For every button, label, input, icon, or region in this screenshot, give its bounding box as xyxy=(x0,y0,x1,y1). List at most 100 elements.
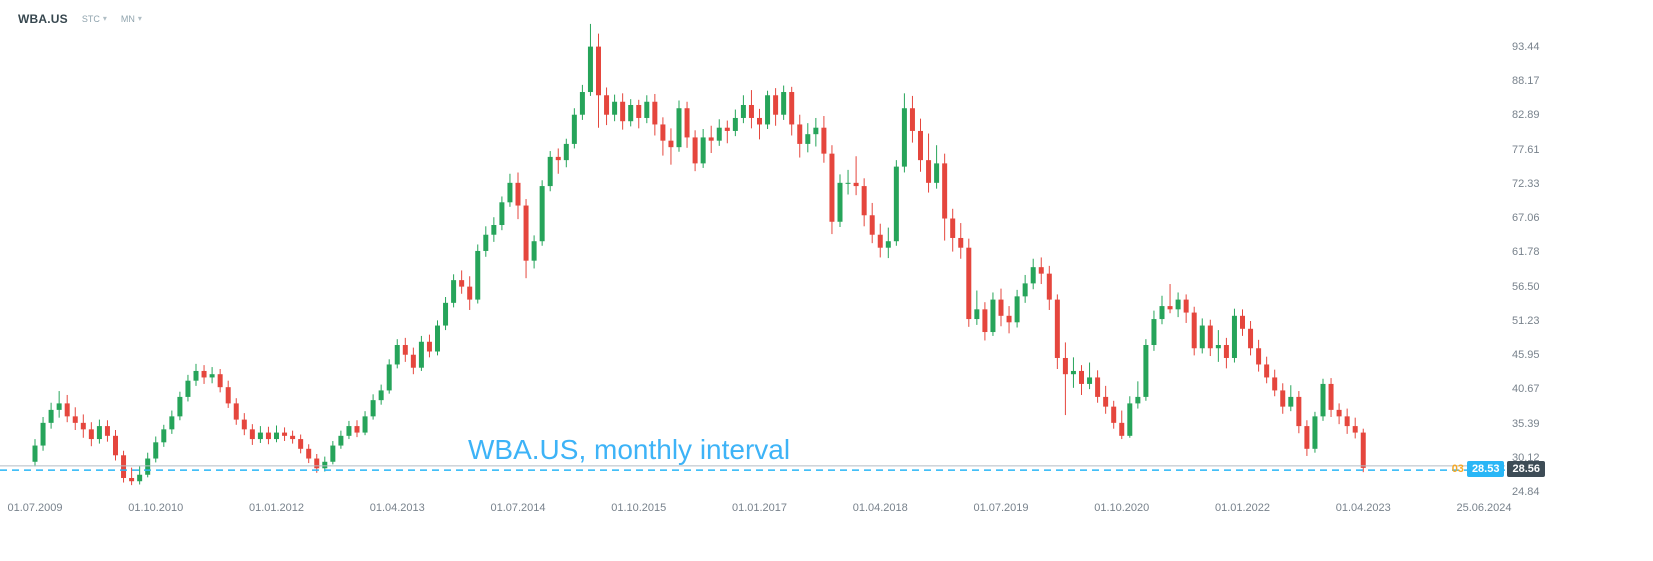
candle xyxy=(821,116,827,163)
price-tick-label: 56.50 xyxy=(1512,280,1540,293)
candle xyxy=(1199,318,1205,354)
candle xyxy=(958,223,964,259)
candle xyxy=(201,365,207,384)
chevron-down-icon: ▾ xyxy=(102,14,107,23)
candle xyxy=(1127,396,1133,438)
candle xyxy=(1046,265,1052,310)
candle xyxy=(636,99,642,129)
candle xyxy=(418,335,424,371)
candle xyxy=(354,420,360,438)
candle xyxy=(1095,370,1101,403)
candle xyxy=(1248,321,1254,356)
candle xyxy=(893,160,899,246)
exchange-dropdown[interactable]: STC ▾ xyxy=(82,14,107,24)
price-tick-label: 72.33 xyxy=(1512,177,1540,190)
candle xyxy=(974,290,980,325)
candle xyxy=(298,434,304,454)
candle xyxy=(515,172,521,220)
chart-watermark: WBA.US, monthly interval xyxy=(468,434,791,465)
time-tick-label: 01.10.2020 xyxy=(1094,502,1150,514)
price-tick-label: 45.95 xyxy=(1512,349,1540,362)
candle xyxy=(274,425,279,443)
candle xyxy=(1183,294,1189,323)
candle xyxy=(1191,306,1197,356)
candle xyxy=(765,90,771,129)
candle xyxy=(563,138,569,168)
candle xyxy=(64,394,70,423)
candle xyxy=(241,413,247,436)
candle xyxy=(507,173,513,207)
candle xyxy=(1087,362,1093,390)
candle xyxy=(322,456,328,472)
candle xyxy=(926,133,932,193)
candle xyxy=(676,100,682,152)
candle xyxy=(1070,357,1076,388)
candle xyxy=(700,128,706,168)
candle xyxy=(1119,410,1125,440)
candle xyxy=(604,87,610,126)
time-tick-label: 01.07.2019 xyxy=(973,502,1029,514)
time-tick-label: 01.01.2012 xyxy=(248,502,305,514)
candle xyxy=(153,436,159,463)
time-tick-label: 25.06.2024 xyxy=(1456,502,1512,514)
candle xyxy=(426,334,432,358)
candle xyxy=(121,450,127,483)
candle xyxy=(80,414,86,438)
candle xyxy=(1360,428,1366,473)
price-tick-label: 61.78 xyxy=(1512,246,1540,259)
candle xyxy=(475,244,481,304)
candle xyxy=(652,93,658,136)
candle xyxy=(225,380,231,408)
candle xyxy=(378,384,384,405)
interval-label: MN xyxy=(120,14,135,24)
candle xyxy=(40,417,46,451)
price-tick-label: 93.44 xyxy=(1512,41,1540,53)
candle xyxy=(861,178,867,227)
time-tick-label: 01.07.2009 xyxy=(7,502,63,514)
candle xyxy=(1062,342,1068,416)
alert-price-fragment: 03 xyxy=(1451,463,1464,476)
price-tick-label: 77.61 xyxy=(1512,143,1540,156)
price-line-labels: 03 28.53 28.56 xyxy=(1451,461,1545,478)
price-line-badge[interactable]: 28.53 xyxy=(1466,461,1505,478)
candle xyxy=(757,108,762,140)
candle xyxy=(829,145,835,235)
candle xyxy=(257,426,263,443)
candle xyxy=(1215,330,1221,362)
candle xyxy=(1079,365,1084,395)
candle xyxy=(1344,408,1350,434)
price-tick-label: 82.89 xyxy=(1512,109,1540,122)
candle xyxy=(942,153,948,241)
candle xyxy=(579,84,585,120)
candle xyxy=(1272,369,1278,397)
candle xyxy=(1022,274,1028,303)
candle xyxy=(265,426,271,445)
interval-dropdown[interactable]: MN ▾ xyxy=(121,14,142,24)
candle xyxy=(1256,339,1262,372)
price-tick-label: 88.17 xyxy=(1512,75,1540,88)
candle xyxy=(837,174,843,227)
candle xyxy=(217,369,223,393)
candle xyxy=(1014,289,1020,328)
candle xyxy=(56,391,62,418)
candle xyxy=(1135,381,1141,409)
candle xyxy=(1264,356,1270,384)
candle xyxy=(901,93,907,173)
candle xyxy=(282,427,288,442)
candle xyxy=(1167,284,1173,314)
candle xyxy=(370,394,376,420)
price-tick-label: 40.67 xyxy=(1512,383,1540,396)
candle xyxy=(499,196,505,231)
candle xyxy=(612,94,618,122)
candle xyxy=(692,130,698,172)
candle xyxy=(451,274,457,308)
price-axis[interactable]: 93.44 88.17 82.89 77.61 72.33 67.06 61.78 56.50… xyxy=(1512,0,1582,561)
time-tick-label: 01.01.2017 xyxy=(731,502,788,514)
candle xyxy=(684,101,690,148)
candle xyxy=(845,169,851,195)
time-tick-label: 01.01.2022 xyxy=(1214,502,1271,514)
candle xyxy=(1320,378,1326,421)
time-axis[interactable]: 01.07.2009 01.10.2010 01.01.2012 01.04.2013… xyxy=(0,502,1653,522)
candle xyxy=(950,208,956,252)
